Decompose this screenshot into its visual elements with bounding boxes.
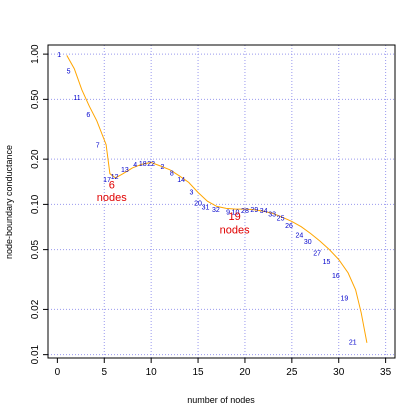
point-label: 8 xyxy=(170,171,174,178)
x-tick-label: 25 xyxy=(286,367,298,378)
point-label: 26 xyxy=(285,223,293,230)
x-axis: 0 5 10 15 20 25 30 35 xyxy=(55,358,392,378)
point-label: 28 xyxy=(241,208,249,215)
point-label: 3 xyxy=(190,189,194,196)
annotation-count: 6 xyxy=(109,179,115,191)
y-tick-label: 0.05 xyxy=(30,239,41,259)
x-tick-label: 20 xyxy=(239,367,251,378)
y-tick-label: 0.50 xyxy=(30,89,41,109)
y-tick-label: 0.10 xyxy=(30,194,41,214)
point-label: 21 xyxy=(349,340,357,347)
point-label: 22 xyxy=(147,161,155,168)
point-label: 20 xyxy=(194,200,202,207)
point-label: 31 xyxy=(202,204,210,211)
point-label: 13 xyxy=(121,167,129,174)
point-label: 33 xyxy=(268,211,276,218)
plot-frame xyxy=(47,44,396,359)
point-label: 25 xyxy=(277,215,285,222)
y-axis: 1.00 0.50 0.20 0.10 0.05 0.02 0.01 xyxy=(30,44,48,364)
point-label: 32 xyxy=(212,207,220,214)
point-label: 9 xyxy=(226,209,230,216)
point-label: 17 xyxy=(103,177,111,184)
point-label: 18 xyxy=(139,161,147,168)
y-tick-label: 0.02 xyxy=(30,299,41,319)
x-tick-label: 10 xyxy=(146,367,158,378)
x-tick-label: 0 xyxy=(55,367,61,378)
x-tick-label: 15 xyxy=(192,367,204,378)
point-label: 15 xyxy=(323,259,331,266)
point-label: 14 xyxy=(177,177,185,184)
x-tick-label: 5 xyxy=(101,367,107,378)
plot-grid xyxy=(48,45,395,358)
point-label: 10 xyxy=(232,209,240,216)
annotation-count: 19 xyxy=(229,211,241,223)
x-tick-label: 30 xyxy=(333,367,345,378)
series-line xyxy=(66,55,368,343)
point-label: 30 xyxy=(304,239,312,246)
point-label: 27 xyxy=(313,250,321,257)
point-label: 11 xyxy=(73,95,80,102)
point-label: 19 xyxy=(340,296,348,303)
point-label: 6 xyxy=(86,112,90,119)
point-label: 29 xyxy=(250,207,258,214)
point-label: 34 xyxy=(260,208,268,215)
data-series xyxy=(66,55,368,343)
point-label: 1 xyxy=(57,52,61,59)
point-label: 12 xyxy=(111,174,119,181)
annotation-unit: nodes xyxy=(97,192,127,204)
y-tick-label: 0.20 xyxy=(30,149,41,169)
y-tick-label: 1.00 xyxy=(30,44,41,64)
annotation-unit: nodes xyxy=(220,225,250,237)
point-label: 24 xyxy=(295,233,303,240)
point-label: 7 xyxy=(96,143,100,150)
y-axis-title: node-boundary conductance xyxy=(4,145,14,259)
point-label: 4 xyxy=(133,162,137,169)
point-label: 2 xyxy=(160,164,164,171)
x-axis-title: number of nodes xyxy=(187,395,255,405)
point-label: 5 xyxy=(67,68,71,75)
y-tick-label: 0.01 xyxy=(30,344,41,364)
x-tick-label: 35 xyxy=(380,367,392,378)
point-label: 16 xyxy=(332,273,340,280)
